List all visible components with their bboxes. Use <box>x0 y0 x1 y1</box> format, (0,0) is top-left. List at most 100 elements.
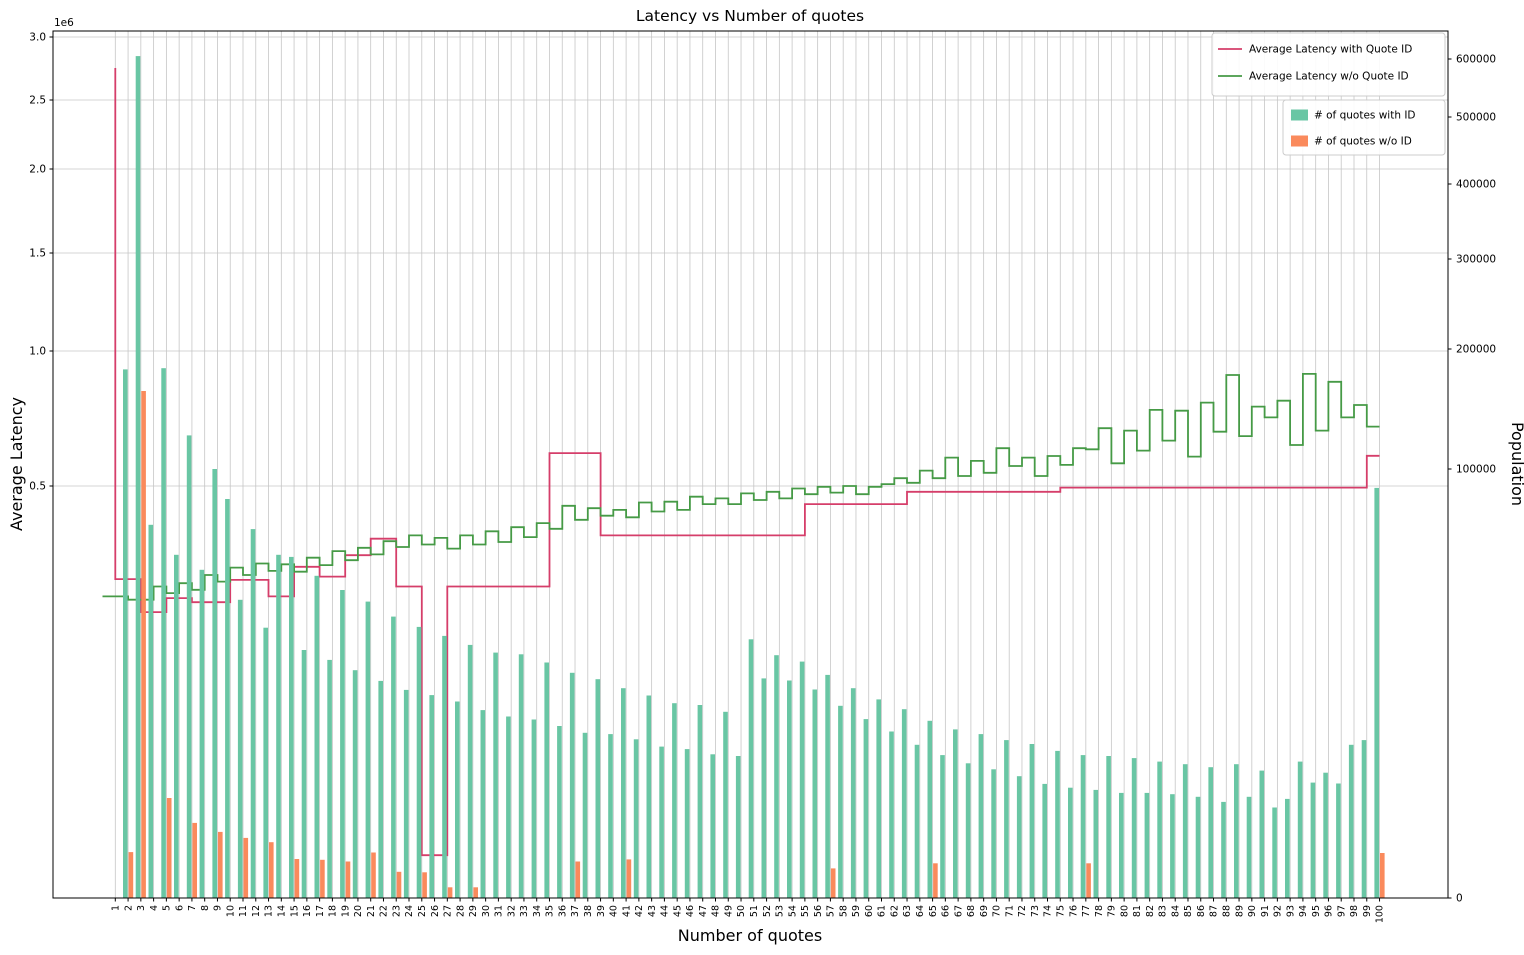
bar-quotes-with-id <box>646 695 652 898</box>
bar-quotes-with-id <box>1234 764 1239 898</box>
bar-quotes-with-id <box>301 650 307 898</box>
bar-quotes-with-id <box>761 678 767 898</box>
bar-quotes-with-id <box>1016 776 1022 898</box>
x-tick-label: 40 <box>609 905 620 917</box>
bar-quotes-with-id <box>1297 761 1303 898</box>
legend-swatch-quotes-with-id <box>1291 109 1308 121</box>
x-tick-label: 11 <box>238 905 249 917</box>
bar-quotes-wo-id <box>933 863 938 898</box>
bar-quotes-with-id <box>544 662 549 898</box>
legend-bars: # of quotes with ID # of quotes w/o ID <box>1282 99 1446 156</box>
line-avg-latency-wo-id <box>102 373 1380 601</box>
x-tick-label: 59 <box>851 905 862 917</box>
x-tick-label: 69 <box>979 905 990 917</box>
bar-quotes-with-id <box>787 680 792 898</box>
left-tick-label: 2.0 <box>29 164 46 176</box>
bar-quotes-with-id <box>659 746 664 898</box>
bar-quotes-with-id <box>1348 744 1354 898</box>
left-tick-label: 3.0 <box>29 32 46 44</box>
x-tick-label: 70 <box>992 905 1003 917</box>
bar-quotes-with-id <box>978 734 984 898</box>
chart-title: Latency vs Number of quotes <box>636 7 864 25</box>
bar-quotes-with-id <box>365 601 371 898</box>
x-tick-label: 63 <box>902 905 913 917</box>
x-tick-label: 10 <box>225 905 236 917</box>
x-tick-label: 14 <box>277 905 288 917</box>
x-tick-label: 41 <box>621 905 632 917</box>
x-tick-label: 81 <box>1132 905 1143 917</box>
x-tick-label: 5 <box>162 905 173 911</box>
x-tick-label: 35 <box>545 905 556 917</box>
bar-quotes-with-id <box>1310 782 1316 898</box>
bar-quotes-with-id <box>735 756 741 898</box>
bar-quotes-with-id <box>1374 487 1379 898</box>
bar-quotes-with-id <box>595 679 601 898</box>
bar-quotes-wo-id <box>1380 853 1385 898</box>
bar-quotes-with-id <box>1119 792 1124 898</box>
x-tick-label: 45 <box>672 905 683 917</box>
x-tick-label: 25 <box>417 905 428 917</box>
left-tick-label: 0.5 <box>29 481 46 493</box>
bar-quotes-wo-id <box>166 798 172 898</box>
x-tick-label: 39 <box>596 905 607 917</box>
bar-quotes-with-id <box>1106 756 1111 898</box>
x-tick-label: 71 <box>1004 905 1015 917</box>
x-tick-label: 56 <box>813 905 824 917</box>
bar-quotes-wo-id <box>345 861 351 898</box>
x-tick-label: 87 <box>1209 905 1220 917</box>
x-tick-label: 49 <box>723 905 734 917</box>
bar-quotes-with-id <box>633 739 639 898</box>
bar-quotes-with-id <box>212 469 217 898</box>
x-tick-label: 23 <box>391 905 402 917</box>
x-tick-label: 7 <box>187 905 198 911</box>
right-tick-label: 100000 <box>1456 464 1496 476</box>
x-tick-label: 91 <box>1260 905 1271 917</box>
bar-quotes-with-id <box>1068 787 1073 898</box>
bar-quotes-with-id <box>569 672 575 898</box>
bar-quotes-with-id <box>940 755 945 898</box>
bar-quotes-with-id <box>416 626 422 898</box>
bar-quotes-with-id <box>378 680 383 898</box>
bar-quotes-with-id <box>289 556 294 898</box>
bar-quotes-with-id <box>518 654 524 898</box>
bar-quotes-with-id <box>148 524 154 898</box>
frame-layer <box>52 30 1449 899</box>
bar-quotes-with-id <box>1246 796 1252 898</box>
bar-quotes-with-id <box>225 499 230 898</box>
bar-quotes-with-id <box>953 729 958 898</box>
x-axis-label: Number of quotes <box>678 926 822 945</box>
x-tick-label: 42 <box>634 905 645 917</box>
bar-quotes-with-id <box>314 575 320 898</box>
bar-quotes-wo-id <box>269 842 274 898</box>
bar-quotes-with-id <box>774 655 779 898</box>
x-tick-label: 19 <box>340 905 351 917</box>
x-tick-label: 75 <box>1055 905 1066 917</box>
bar-quotes-with-id <box>403 689 409 898</box>
x-tick-label: 96 <box>1324 905 1335 917</box>
x-tick-label: 99 <box>1362 905 1373 917</box>
x-tick-label: 57 <box>826 905 837 917</box>
bar-quotes-with-id <box>621 688 626 898</box>
bar-quotes-wo-id <box>473 887 478 898</box>
x-tick-label: 17 <box>315 905 326 917</box>
x-tick-label: 72 <box>1017 905 1028 917</box>
right-tick-label: 500000 <box>1456 112 1496 124</box>
bar-quotes-with-id <box>250 529 256 898</box>
x-tick-label: 26 <box>430 905 441 917</box>
x-tick-label: 66 <box>941 905 952 917</box>
plot-border <box>52 30 1449 899</box>
x-tick-label: 78 <box>1094 905 1105 917</box>
x-tick-label: 22 <box>379 905 390 917</box>
bar-quotes-with-id <box>1093 789 1099 898</box>
bar-quotes-with-id <box>684 749 690 898</box>
bar-quotes-with-id <box>1029 744 1035 898</box>
bar-quotes-with-id <box>174 554 179 898</box>
x-tick-label: 100 <box>1375 905 1386 923</box>
bar-quotes-with-id <box>927 720 933 898</box>
x-tick-label: 32 <box>506 905 517 917</box>
bar-quotes-with-id <box>263 627 268 898</box>
bar-quotes-with-id <box>442 635 447 898</box>
x-tick-label: 90 <box>1247 905 1258 917</box>
x-tick-label: 36 <box>557 905 568 917</box>
